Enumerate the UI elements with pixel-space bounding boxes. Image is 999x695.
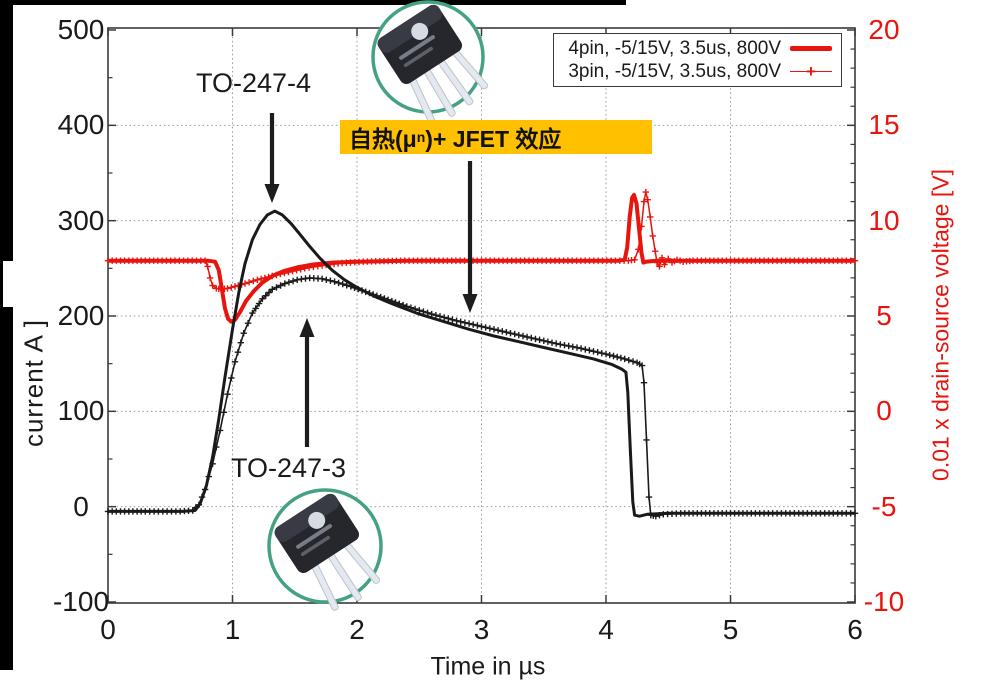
right-tick-label: -5 [871, 490, 897, 522]
left-tick-label: 500 [57, 14, 105, 45]
legend-row-4pin: 4pin, -5/15V, 3.5us, 800V [554, 39, 841, 58]
jfet-text-prefix: 自热(μ [349, 126, 417, 152]
legend-label-3pin: 3pin, -5/15V, 3.5us, 800V [568, 61, 781, 83]
left-tick-label: 300 [57, 204, 105, 236]
markers-current_3pin [104, 274, 859, 520]
left-tick-label: 100 [57, 395, 105, 427]
arrow-to-247-3 [299, 318, 315, 447]
markers-voltage_3pin [104, 188, 859, 293]
bottom-tick-label: 6 [847, 614, 863, 645]
left-tick-label: 400 [57, 109, 105, 141]
bottom-tick-label: 5 [722, 614, 739, 645]
label-to-247-4: TO-247-4 [196, 68, 312, 98]
label-to-247-3: TO-247-3 [231, 453, 347, 483]
bottom-tick-label: 3 [473, 614, 490, 645]
bottom-tick-label: 1 [224, 614, 241, 645]
jfet-text-subscript: n [416, 129, 426, 145]
to-247-3-package-icon [267, 488, 383, 611]
legend: 4pin, -5/15V, 3.5us, 800V 3pin, -5/15V, … [553, 33, 842, 87]
arrow-jfet [462, 161, 478, 313]
left-tick-label: -100 [52, 586, 110, 617]
right-tick-label: 10 [868, 204, 900, 236]
right-tick-label: 0 [876, 395, 892, 427]
legend-plus-marker-sample: + [790, 63, 832, 81]
arrow-to-247-4 [264, 113, 280, 203]
left-tick-label: 200 [57, 300, 105, 331]
to-247-4-package-icon [371, 0, 489, 124]
legend-solid-line-sample [790, 45, 832, 51]
frame-bars [0, 0, 626, 670]
x-axis-label: Time in µs [430, 652, 546, 681]
left-tick-label: 0 [73, 490, 89, 522]
right-tick-label: 20 [868, 14, 900, 45]
bottom-tick-label: 4 [598, 614, 614, 645]
jfet-text-suffix: )+ JFET 效应 [425, 126, 562, 152]
right-tick-label: 15 [868, 109, 900, 141]
legend-row-3pin: 3pin, -5/15V, 3.5us, 800V + [554, 62, 841, 81]
y-axis-label-left: current A ] [18, 318, 49, 448]
bottom-tick-label: 2 [349, 614, 365, 645]
y-axis-label-right: 0.01 x drain-source voltage [V] [927, 169, 954, 481]
legend-label-4pin: 4pin, -5/15V, 3.5us, 800V [568, 37, 781, 59]
self-heating-jfet-callout: 自热(μ n)+ JFET 效应 [340, 120, 652, 154]
annotation-arrows [264, 113, 478, 447]
bottom-tick-label: 0 [100, 614, 116, 645]
right-tick-label: -10 [863, 586, 905, 617]
right-tick-label: 5 [876, 300, 892, 331]
